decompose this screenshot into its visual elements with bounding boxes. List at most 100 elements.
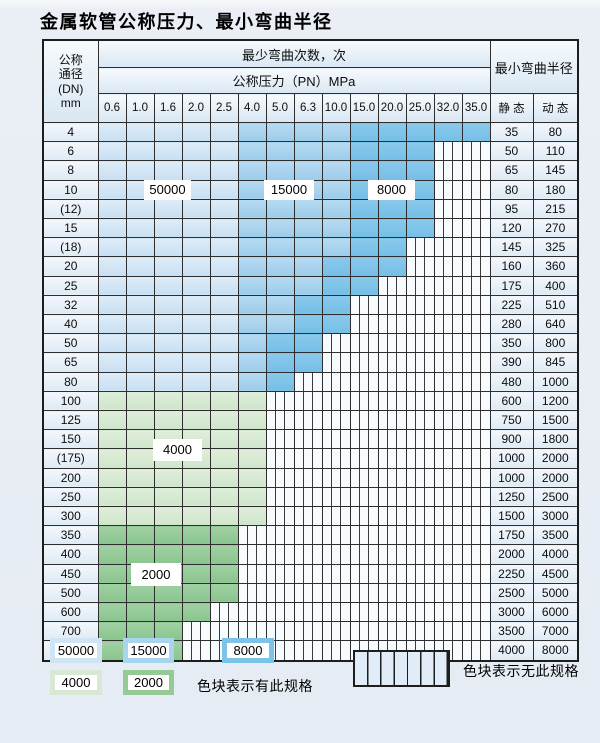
table-row: 125 750 1500 xyxy=(42,410,579,431)
spec-cell xyxy=(405,448,435,469)
spec-cell xyxy=(321,371,351,392)
table-header: 公称 通径 (DN) mm 最少弯曲次数，次 最小弯曲半径 公称压力（PN）MP… xyxy=(42,39,579,123)
spec-cell xyxy=(97,448,127,469)
spec-cell xyxy=(433,621,463,642)
spec-cell xyxy=(237,256,267,277)
spec-cell xyxy=(433,371,463,392)
spec-cell xyxy=(405,429,435,450)
spec-cell xyxy=(321,198,351,220)
spec-cell xyxy=(349,486,379,508)
spec-cell xyxy=(237,544,267,565)
spec-cell xyxy=(237,275,267,296)
spec-cell xyxy=(237,179,267,200)
spec-cell xyxy=(405,371,435,392)
spec-cell xyxy=(181,160,211,181)
spec-cell xyxy=(125,121,155,143)
spec-cell xyxy=(209,602,239,623)
table-row: (175) 1000 2000 xyxy=(42,448,579,469)
static-radius-cell: 1000 xyxy=(489,448,534,469)
legend-no-spec-text: 色块表示无此规格 xyxy=(463,663,579,679)
spec-cell xyxy=(209,371,239,392)
static-radius-cell: 1500 xyxy=(489,506,534,527)
dynamic-radius-cell: 1500 xyxy=(532,410,579,431)
table-row: (12) 95 215 xyxy=(42,198,579,220)
region-label-2000: 2000 xyxy=(131,563,181,586)
spec-cell xyxy=(181,121,211,143)
spec-cell xyxy=(405,198,435,220)
spec-cell xyxy=(377,121,407,143)
spec-cell xyxy=(125,544,155,565)
spec-cell xyxy=(461,640,491,662)
header-row-3: 0.6 1.0 1.6 2.0 2.5 4.0 5.0 6.3 10.0 15.0 20.0 25.0… xyxy=(43,93,579,123)
spec-cell xyxy=(265,256,295,277)
spec-cell xyxy=(181,218,211,239)
dn-header-line: 公称 xyxy=(58,52,83,67)
table-row: 400 2000 4000 xyxy=(42,544,579,565)
spec-cell xyxy=(293,544,323,565)
dn-cell: 600 xyxy=(42,602,99,623)
table-row: 250 1250 2500 xyxy=(42,486,579,508)
spec-cell xyxy=(433,582,463,604)
spec-cell xyxy=(461,237,491,258)
dn-cell: 65 xyxy=(42,352,99,373)
spec-cell xyxy=(321,506,351,527)
spec-cell xyxy=(461,448,491,469)
spec-cell xyxy=(321,563,351,584)
legend-swatch-4000: 4000 xyxy=(50,670,102,695)
table-row: 4 35 80 xyxy=(42,121,579,143)
spec-cell xyxy=(461,506,491,527)
spec-cell xyxy=(237,582,267,604)
spec-cell xyxy=(97,198,127,220)
spec-cell xyxy=(265,352,295,373)
spec-cell xyxy=(433,256,463,277)
pressure-header: 公称压力（PN）MPa xyxy=(97,67,491,94)
region-label-15000: 15000 xyxy=(264,180,314,200)
spec-cell xyxy=(321,544,351,565)
spec-cell xyxy=(209,141,239,162)
spec-cell xyxy=(181,602,211,623)
static-radius-cell: 2500 xyxy=(489,582,534,604)
spec-cell xyxy=(405,506,435,527)
spec-cell xyxy=(461,294,491,316)
legend-swatch-15000: 15000 xyxy=(123,638,174,663)
spec-cell xyxy=(97,160,127,181)
spec-cell xyxy=(461,352,491,373)
spec-cell xyxy=(265,390,295,412)
spec-cell xyxy=(293,294,323,316)
spec-cell xyxy=(265,198,295,220)
static-radius-cell: 175 xyxy=(489,275,534,296)
spec-cell xyxy=(461,179,491,200)
spec-cell xyxy=(97,294,127,316)
spec-cell xyxy=(209,160,239,181)
spec-cell xyxy=(125,486,155,508)
spec-cell xyxy=(153,237,183,258)
spec-cell xyxy=(377,237,407,258)
static-radius-cell: 65 xyxy=(489,160,534,181)
spec-cell xyxy=(293,352,323,373)
dynamic-radius-cell: 7000 xyxy=(532,621,579,642)
header-row-2: 公称压力（PN）MPa xyxy=(43,67,578,94)
legend-label: 2000 xyxy=(134,675,163,690)
dynamic-radius-cell: 4500 xyxy=(532,563,579,584)
spec-cell xyxy=(181,352,211,373)
spec-cell xyxy=(293,256,323,277)
spec-cell xyxy=(237,467,267,488)
spec-cell xyxy=(405,602,435,623)
spec-cell xyxy=(433,160,463,181)
spec-cell xyxy=(405,582,435,604)
dynamic-radius-cell: 1800 xyxy=(532,429,579,450)
table-row: 200 1000 2000 xyxy=(42,467,579,488)
spec-cell xyxy=(237,237,267,258)
spec-cell xyxy=(405,141,435,162)
spec-cell xyxy=(293,448,323,469)
dn-cell: 350 xyxy=(42,525,99,546)
dynamic-radius-cell: 640 xyxy=(532,314,579,335)
pressure-value-header: 32.0 xyxy=(433,93,463,123)
spec-cell xyxy=(405,333,435,354)
spec-cell xyxy=(125,275,155,296)
static-radius-cell: 1000 xyxy=(489,467,534,488)
spec-cell xyxy=(461,410,491,431)
spec-cell xyxy=(293,198,323,220)
spec-cell xyxy=(461,467,491,488)
spec-cell xyxy=(153,294,183,316)
